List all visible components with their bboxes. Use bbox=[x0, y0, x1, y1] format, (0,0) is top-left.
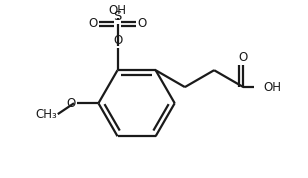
Text: OH: OH bbox=[108, 4, 127, 17]
Text: CH₃: CH₃ bbox=[35, 108, 57, 121]
Text: O: O bbox=[89, 17, 98, 30]
Text: O: O bbox=[113, 34, 122, 47]
Text: O: O bbox=[239, 51, 248, 64]
Text: OH: OH bbox=[264, 81, 282, 94]
Text: O: O bbox=[137, 17, 146, 30]
Text: O: O bbox=[66, 97, 75, 110]
Text: S: S bbox=[113, 10, 122, 23]
